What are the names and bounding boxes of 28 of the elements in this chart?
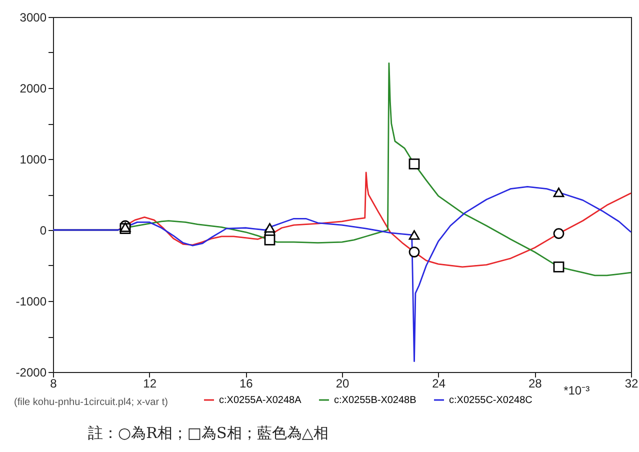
point: [408, 246, 420, 258]
text: (file kohu-pnhu-1circuit.pl4; x-var t): [14, 397, 168, 408]
legend-label: c:X0255C-X0248C: [449, 395, 532, 406]
point: [264, 223, 276, 233]
x-tick-label: 24: [432, 376, 446, 390]
point: [408, 158, 420, 170]
y-tick-label: 3000: [20, 10, 47, 24]
x-tick-label: 8: [50, 376, 58, 390]
y-tick-label: 0: [40, 224, 47, 238]
point: [264, 234, 276, 246]
point: [553, 188, 564, 198]
x-tick-label: 28: [528, 376, 542, 390]
text: 註：○為R相；□為S相；藍色為△相: [88, 424, 328, 443]
x-tick-label: 16: [239, 376, 254, 390]
y-tick-label: -1000: [16, 294, 47, 308]
x-tick-label: 32: [624, 376, 638, 390]
x-tick-label: 12: [143, 376, 157, 390]
x-tick-label: 20: [336, 376, 350, 390]
point: [553, 261, 564, 272]
legend-label: c:X0255A-X0248A: [219, 395, 302, 406]
y-tick-label: 1000: [20, 152, 47, 166]
x-axis-title: *10⁻³: [564, 384, 590, 398]
y-tick-label: -2000: [16, 366, 47, 380]
point: [553, 228, 564, 239]
y-tick-label: 2000: [20, 82, 47, 96]
line-series: [52, 186, 632, 362]
legend-label: c:X0255B-X0248B: [334, 395, 417, 406]
point: [408, 230, 420, 240]
